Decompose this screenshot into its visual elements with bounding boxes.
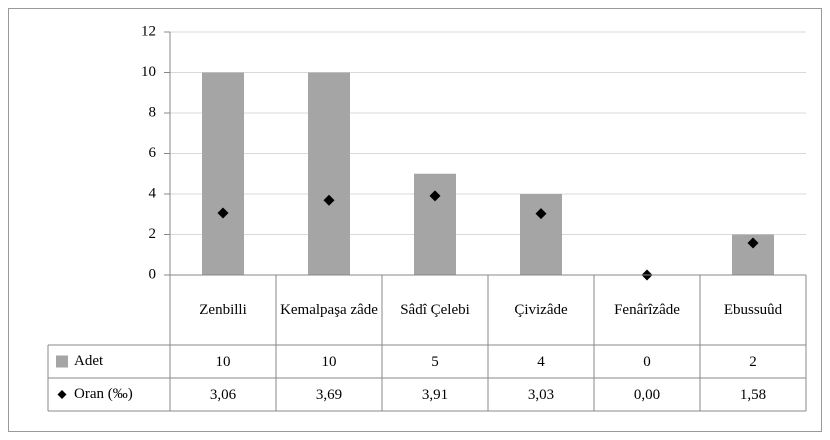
bar [414,173,456,275]
y-tick-label: 0 [149,266,157,282]
category-label: Fenârîzâde [614,302,680,318]
table-value: 3,91 [421,386,449,403]
category-label: Zenbilli [199,302,247,318]
table-value: 4 [537,353,545,370]
table-value: 3,03 [527,386,555,403]
table-value: 0 [643,353,651,370]
y-tick-label: 4 [149,185,157,201]
marker [535,208,547,220]
y-tick-label: 10 [141,64,156,80]
table-value: 5 [431,353,439,370]
table-value: 3,69 [315,386,343,403]
category-label: Sâdî Çelebi [400,302,470,318]
legend-key [56,355,68,368]
marker [429,190,441,202]
table-value: 10 [321,353,337,370]
y-tick-label: 8 [149,104,157,120]
table-value: 10 [215,353,231,370]
marker [217,207,229,219]
bar [520,194,562,275]
table-value: 2 [749,353,757,370]
y-tick-label: 2 [149,226,157,242]
bar [202,72,244,275]
table-value: 3,06 [209,386,237,403]
category-label: Kemalpaşa zâde [280,302,378,318]
category-label: Ebussuûd [723,302,783,318]
marker [323,194,335,206]
category-label: Çivizâde [514,302,568,318]
legend-label: Oran (‰) [74,386,133,402]
y-tick-label: 12 [141,23,156,39]
table-value: 0,00 [633,386,661,403]
legend-label: Adet [74,353,104,369]
bar [308,72,350,275]
legend-key [57,390,67,399]
table-value: 1,58 [739,386,767,403]
marker [747,237,759,249]
y-tick-label: 6 [149,145,157,161]
